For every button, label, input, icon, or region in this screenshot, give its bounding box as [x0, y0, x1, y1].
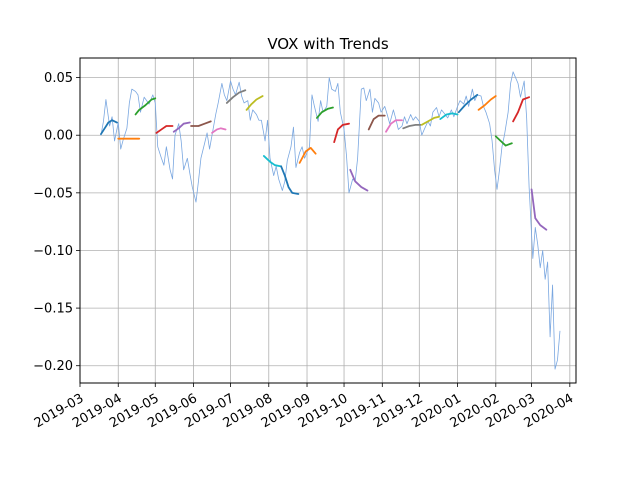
trend-segment-line	[298, 146, 317, 164]
trend-segment-line	[402, 123, 422, 130]
trend-segment-line	[367, 114, 386, 131]
trend-segment-line	[225, 89, 247, 104]
trend-segment-line	[316, 106, 334, 119]
plot-frame	[79, 57, 577, 384]
y-tick-label: −0.10	[33, 244, 73, 259]
axis-layer: 2019-032019-042019-052019-062019-072019-…	[32, 71, 576, 431]
trend-segment-line	[333, 122, 350, 144]
trend-segment-line	[439, 112, 459, 120]
trend-segment-line	[245, 95, 264, 111]
trend-segment-line	[211, 127, 227, 134]
price-series-line	[100, 71, 561, 370]
series-layer	[100, 71, 561, 370]
trend-segment-line	[457, 93, 479, 114]
trend-segment-line	[262, 155, 283, 168]
y-tick-label: 0.00	[44, 129, 73, 144]
y-tick-label: −0.20	[33, 359, 73, 374]
trend-segment-line	[134, 97, 157, 116]
trend-segment-line	[349, 168, 369, 192]
trend-segment-line	[530, 188, 548, 231]
trend-segment-line	[155, 125, 174, 134]
trend-segment-line	[385, 119, 403, 133]
y-tick-label: 0.05	[44, 71, 73, 86]
y-tick-label: −0.05	[33, 186, 73, 201]
trend-segment-line	[280, 165, 300, 195]
trend-segment-line	[494, 135, 513, 147]
y-tick-label: −0.15	[33, 302, 73, 317]
grid-lines	[79, 58, 576, 383]
trend-segment-line	[190, 120, 212, 127]
trend-segment-line	[172, 121, 191, 133]
trend-segment-line	[477, 95, 497, 111]
trend-segment-line	[512, 96, 531, 123]
chart-title: VOX with Trends	[267, 35, 389, 53]
trend-segment-line	[100, 119, 118, 135]
trend-segment-line	[420, 115, 440, 126]
